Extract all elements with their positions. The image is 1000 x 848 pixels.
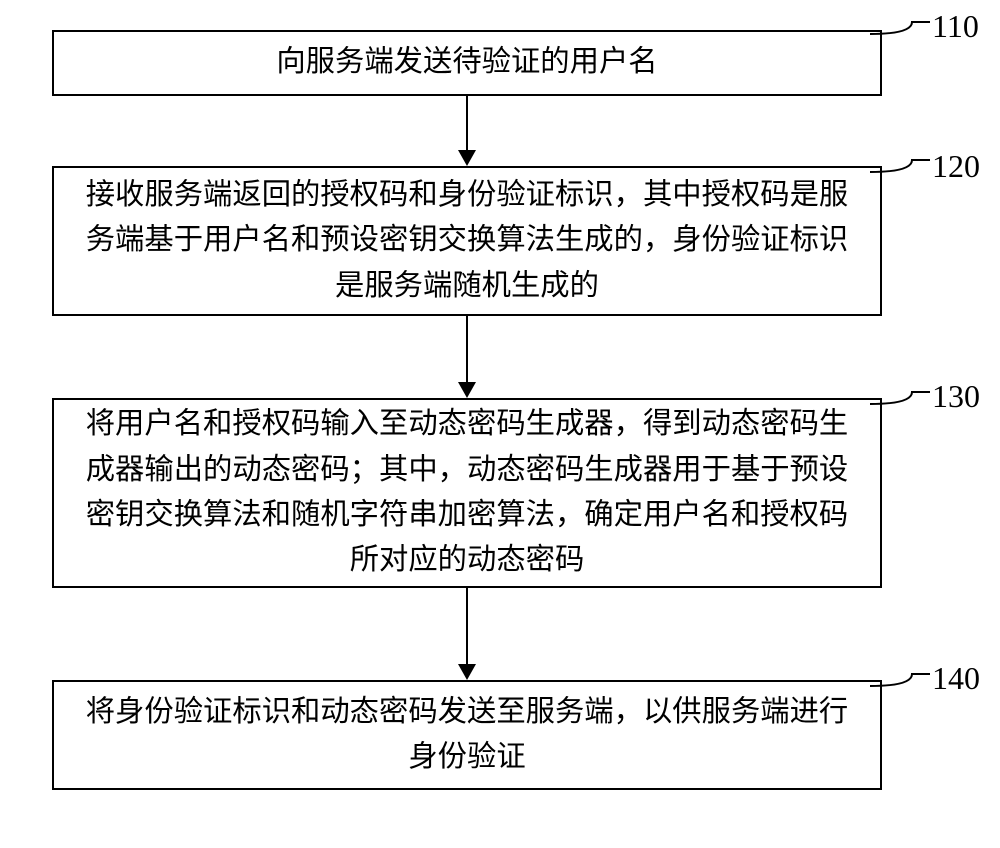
flow-step-140-text: 将身份验证标识和动态密码发送至服务端，以供服务端进行身份验证 xyxy=(76,690,858,781)
step-label-130: 130 xyxy=(932,378,980,415)
flow-step-110-text: 向服务端发送待验证的用户名 xyxy=(276,40,657,85)
flow-step-120-text: 接收服务端返回的授权码和身份验证标识，其中授权码是服务端基于用户名和预设密钥交换… xyxy=(76,173,858,309)
step-label-140: 140 xyxy=(932,660,980,697)
flow-step-110: 向服务端发送待验证的用户名 xyxy=(52,30,882,96)
flowchart-canvas: 向服务端发送待验证的用户名 接收服务端返回的授权码和身份验证标识，其中授权码是服… xyxy=(0,0,1000,848)
flow-step-130: 将用户名和授权码输入至动态密码生成器，得到动态密码生成器输出的动态密码；其中，动… xyxy=(52,398,882,588)
flow-step-120: 接收服务端返回的授权码和身份验证标识，其中授权码是服务端基于用户名和预设密钥交换… xyxy=(52,166,882,316)
flow-step-140: 将身份验证标识和动态密码发送至服务端，以供服务端进行身份验证 xyxy=(52,680,882,790)
flow-step-130-text: 将用户名和授权码输入至动态密码生成器，得到动态密码生成器输出的动态密码；其中，动… xyxy=(76,402,858,584)
step-label-110: 110 xyxy=(932,8,979,45)
step-label-120: 120 xyxy=(932,148,980,185)
